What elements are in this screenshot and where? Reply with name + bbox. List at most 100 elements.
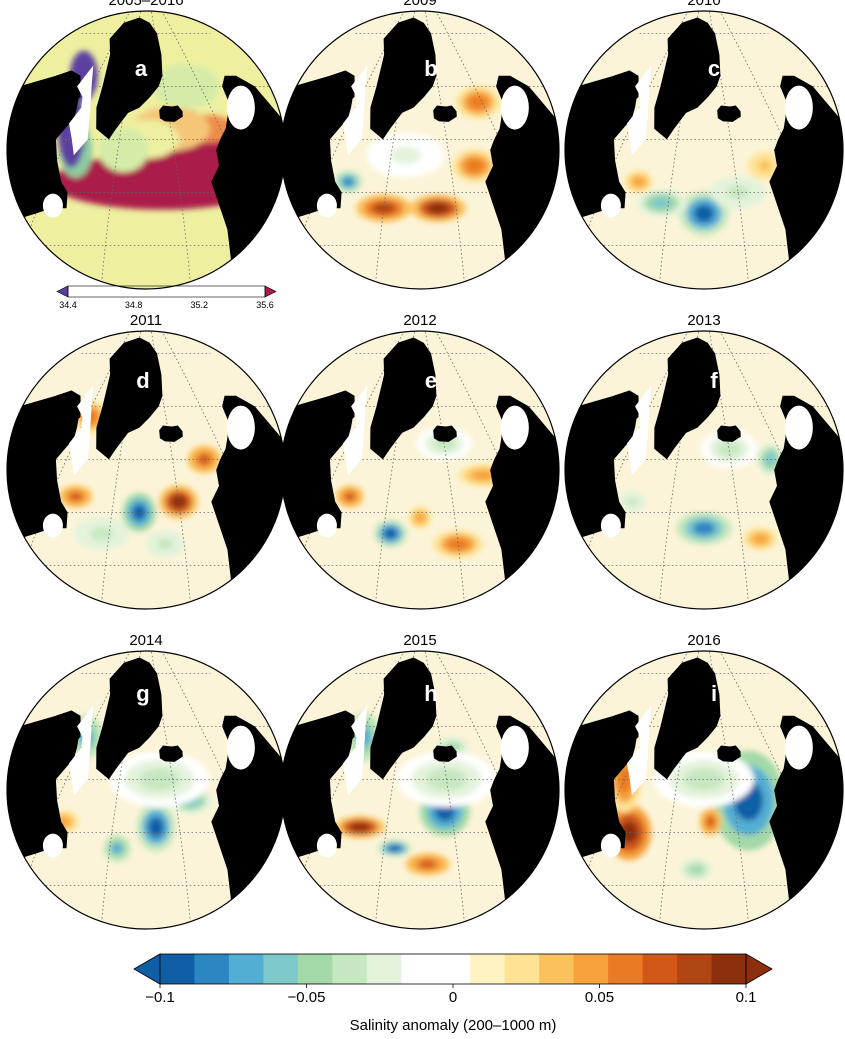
anomaly-blob xyxy=(651,197,672,209)
anomaly-blob xyxy=(117,170,207,193)
panel-title: 2013 xyxy=(687,312,720,329)
longitude-line xyxy=(373,11,418,289)
panel-title: 2005–2016 xyxy=(108,0,183,9)
panel-title: 2014 xyxy=(129,632,162,649)
landmass xyxy=(370,657,437,780)
sea-ice xyxy=(343,705,368,796)
landmass xyxy=(370,17,437,140)
panel-label: e xyxy=(425,368,437,393)
landmass xyxy=(211,715,285,907)
map-panel-i: 2016 i xyxy=(564,632,844,930)
anomaly-blob xyxy=(706,816,715,828)
landmass xyxy=(281,710,355,912)
anomaly-blob xyxy=(344,492,356,501)
map-panel-d: 2011 d xyxy=(6,312,286,610)
colorbar-tick-label: 0 xyxy=(449,989,457,1006)
longitude-line xyxy=(373,331,418,609)
anomaly-blob xyxy=(172,77,200,96)
panel-title: 2009 xyxy=(403,0,436,9)
colorbar-swatch xyxy=(366,954,402,984)
panel-label: g xyxy=(136,681,149,706)
colorbar-swatch xyxy=(711,954,747,984)
panel-title: 2012 xyxy=(403,312,436,329)
landmass xyxy=(96,657,163,780)
anomaly-blob xyxy=(427,202,450,214)
landmass xyxy=(159,105,183,122)
anomaly-blob xyxy=(689,865,703,874)
landmass xyxy=(433,105,457,122)
longitude-line xyxy=(657,651,702,929)
colorbar-extend-low xyxy=(133,953,161,985)
longitude-line xyxy=(148,11,193,289)
anomaly-blob xyxy=(694,204,714,223)
longitude-line xyxy=(706,11,751,289)
colorbar-swatch xyxy=(677,954,712,984)
anomaly-blob xyxy=(465,159,484,173)
longitude-line xyxy=(422,651,467,929)
landmass xyxy=(717,105,741,122)
longitude-line xyxy=(373,651,418,929)
sea-ice xyxy=(316,193,337,218)
colorbar-tick-label: 35.2 xyxy=(191,300,209,310)
anomaly-blob xyxy=(415,513,425,523)
colorbar-swatch xyxy=(573,954,609,984)
panel-title: 2010 xyxy=(687,0,720,9)
landmass xyxy=(310,390,355,428)
map-panel-a: 2005–2016 a xyxy=(6,0,286,290)
colorbar-swatch xyxy=(297,954,333,984)
sea-ice xyxy=(226,405,255,450)
sea-ice xyxy=(784,85,813,130)
anomaly-blob xyxy=(342,177,354,187)
landmass xyxy=(654,657,721,780)
landmass xyxy=(485,75,559,267)
panel-label: a xyxy=(135,56,148,81)
landmass xyxy=(717,745,741,762)
colorbar-swatch xyxy=(160,954,195,984)
colorbar-swatch xyxy=(194,954,230,984)
climatology-colorbar: 34.4 34.8 35.2 35.6 xyxy=(56,285,277,310)
colorbar-swatch xyxy=(228,954,264,984)
longitude-line xyxy=(99,651,144,929)
longitude-line xyxy=(657,331,702,609)
anomaly-blob xyxy=(388,845,402,852)
landmass xyxy=(769,75,843,267)
longitude-line xyxy=(422,331,467,609)
anomaly-blob xyxy=(148,817,164,838)
sea-ice xyxy=(226,85,255,130)
anomaly-blob xyxy=(633,177,645,187)
sea-ice xyxy=(69,65,94,156)
landmass xyxy=(211,75,285,267)
panel-label: d xyxy=(136,368,149,393)
sea-ice xyxy=(69,705,94,796)
longitude-line xyxy=(148,651,193,929)
panel-label: f xyxy=(710,368,718,393)
longitude-line xyxy=(148,331,193,609)
sea-ice xyxy=(343,385,368,476)
colorbar-tick-label: 0.05 xyxy=(585,989,614,1006)
colorbar-caption: Salinity anomaly (200–1000 m) xyxy=(350,1017,557,1034)
landmass xyxy=(565,710,639,912)
colorbar-tick-label: −0.1 xyxy=(145,989,175,1006)
panel-label: i xyxy=(711,681,717,706)
landmass xyxy=(310,710,355,748)
map-panel-g: 2014 g xyxy=(6,632,286,930)
panel-outline xyxy=(280,330,560,610)
landmass xyxy=(96,17,163,140)
longitude-line xyxy=(99,331,144,609)
map-panel-e: 2012 e xyxy=(280,312,560,610)
colorbar-swatch xyxy=(642,954,678,984)
colorbar-tick-label: 0.1 xyxy=(736,989,757,1006)
landmass xyxy=(565,70,639,272)
sea-ice xyxy=(42,513,63,538)
sea-ice xyxy=(316,833,337,858)
sea-ice xyxy=(500,405,529,450)
panel-outline xyxy=(564,10,844,290)
landmass xyxy=(769,395,843,587)
sea-ice xyxy=(343,65,368,156)
anomaly-blob xyxy=(139,768,180,791)
landmass xyxy=(769,715,843,907)
anomaly-blob xyxy=(626,497,638,507)
panel-label: h xyxy=(424,681,437,706)
anomaly-blob xyxy=(469,95,487,110)
map-panel-h: 2015 h xyxy=(280,632,560,930)
